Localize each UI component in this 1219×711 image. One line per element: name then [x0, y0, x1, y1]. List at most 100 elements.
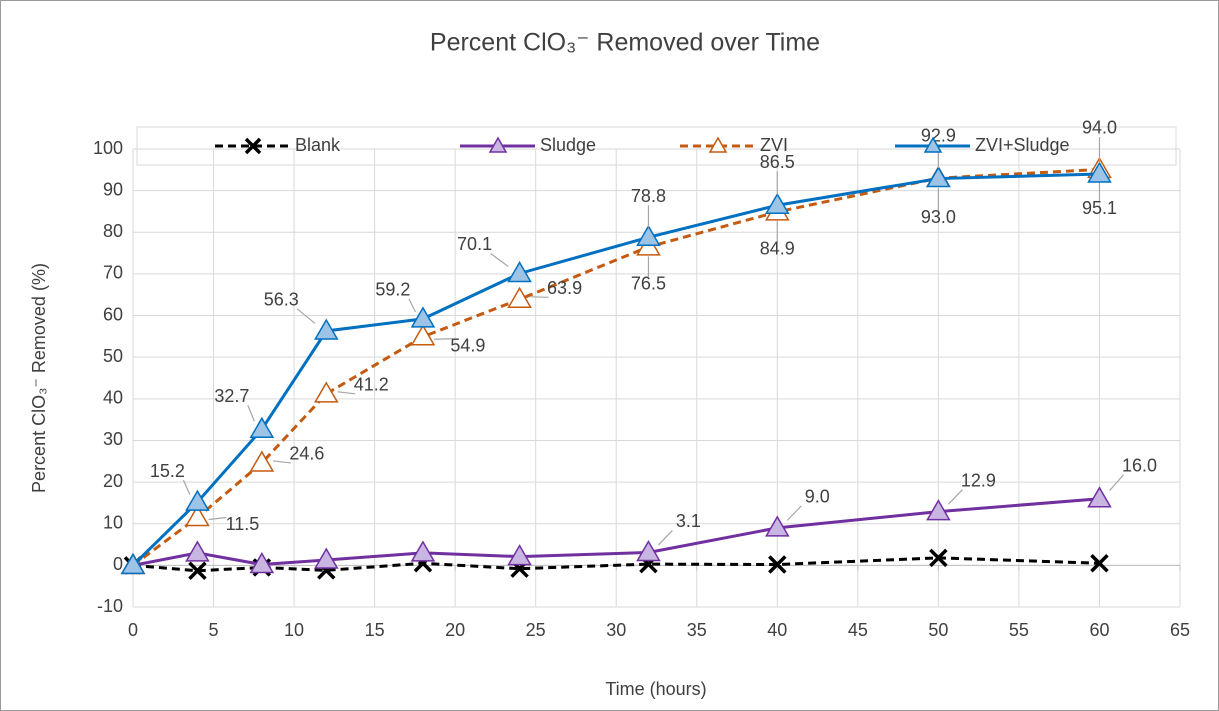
leader-line	[273, 460, 291, 464]
data-label: 41.2	[354, 375, 389, 395]
marker	[185, 504, 210, 527]
leader-line	[947, 489, 963, 505]
x-tick-label: 55	[1009, 620, 1029, 640]
marker	[636, 224, 661, 247]
y-tick-label: 20	[103, 471, 123, 491]
legend-label: Blank	[295, 135, 341, 155]
leader-line	[786, 505, 802, 521]
data-label: 94.0	[1082, 118, 1117, 138]
marker	[120, 552, 146, 575]
leader-line	[337, 391, 356, 395]
legend-label: Sludge	[540, 135, 596, 155]
marker	[313, 381, 339, 403]
y-axis-label: Percent ClO₃⁻ Removed (%)	[29, 263, 49, 493]
legend-item: Sludge	[460, 135, 596, 155]
marker	[507, 544, 532, 566]
legend-item: ZVI+Sludge	[895, 135, 1070, 155]
leader-line	[182, 479, 191, 495]
marker	[185, 489, 210, 511]
data-label: 63.9	[547, 278, 582, 298]
marker	[410, 540, 436, 562]
x-tick-label: 20	[445, 620, 465, 640]
x-tick-label: 25	[526, 620, 546, 640]
data-label: 9.0	[805, 487, 830, 507]
marker	[765, 515, 790, 537]
marker	[313, 547, 339, 569]
legend-marker	[488, 136, 508, 153]
data-label: 95.1	[1082, 198, 1117, 218]
leader-line	[658, 530, 673, 546]
marker	[768, 555, 787, 574]
marker	[410, 306, 436, 328]
y-tick-label: -10	[97, 596, 123, 616]
x-tick-label: 10	[284, 620, 304, 640]
leader-line	[408, 298, 416, 313]
marker	[249, 416, 275, 438]
marker	[636, 539, 661, 562]
x-tick-label: 0	[128, 620, 138, 640]
x-tick-label: 60	[1089, 620, 1109, 640]
marker	[926, 166, 951, 188]
leader-line	[296, 308, 316, 324]
x-tick-label: 40	[767, 620, 787, 640]
data-label: 92.9	[921, 125, 956, 145]
y-tick-label: 100	[93, 138, 123, 158]
data-label: 3.1	[676, 511, 701, 531]
legend-item: ZVI	[680, 135, 788, 155]
marker	[926, 499, 951, 521]
data-label: 59.2	[375, 280, 410, 300]
data-label: 11.5	[226, 514, 260, 534]
leader-line	[208, 516, 227, 521]
marker	[1090, 554, 1109, 573]
y-tick-label: 40	[103, 388, 123, 408]
data-label: 32.7	[214, 386, 249, 406]
y-tick-label: 50	[103, 346, 123, 366]
legend-marker	[923, 136, 943, 153]
legend-marker	[244, 137, 262, 155]
marker	[1087, 486, 1112, 508]
leader-line	[434, 338, 452, 340]
marker	[313, 318, 339, 340]
data-label: 70.1	[457, 234, 492, 254]
data-label: 93.0	[921, 207, 956, 227]
series-line	[132, 167, 1100, 567]
x-tick-label: 5	[209, 620, 219, 640]
y-tick-label: 30	[103, 429, 123, 449]
data-label: 84.9	[760, 239, 795, 259]
marker	[249, 552, 275, 574]
marker	[1087, 161, 1112, 183]
series	[120, 161, 1112, 575]
data-label: 78.8	[631, 186, 666, 206]
x-tick-label: 65	[1170, 620, 1190, 640]
legend-label: ZVI	[760, 135, 788, 155]
leader-line	[490, 253, 509, 267]
data-label: 54.9	[450, 336, 485, 356]
series-line	[132, 556, 1100, 573]
y-tick-label: 60	[103, 304, 123, 324]
data-label: 76.5	[631, 274, 666, 294]
marker	[507, 260, 532, 283]
legend-item: Blank	[215, 135, 341, 155]
data-label: 15.2	[150, 461, 185, 481]
leader-line	[530, 296, 549, 298]
data-label: 56.3	[264, 290, 299, 310]
marker	[507, 286, 532, 309]
chart-title: Percent ClO₃⁻ Removed over Time	[430, 29, 820, 57]
marker	[249, 450, 275, 472]
legend-label: ZVI+Sludge	[975, 135, 1070, 155]
x-axis-label: Time (hours)	[605, 679, 706, 699]
marker	[765, 192, 790, 214]
x-tick-label: 50	[928, 620, 948, 640]
data-label: 16.0	[1122, 455, 1157, 475]
marker	[410, 324, 436, 346]
x-tick-label: 45	[848, 620, 868, 640]
y-tick-label: 80	[103, 221, 123, 241]
y-tick-label: 70	[103, 263, 123, 283]
y-tick-label: 10	[103, 512, 123, 532]
data-label: 24.6	[289, 444, 324, 464]
marker	[929, 548, 948, 568]
series	[120, 486, 1112, 575]
series-line	[131, 172, 1100, 567]
series-line	[132, 497, 1100, 567]
